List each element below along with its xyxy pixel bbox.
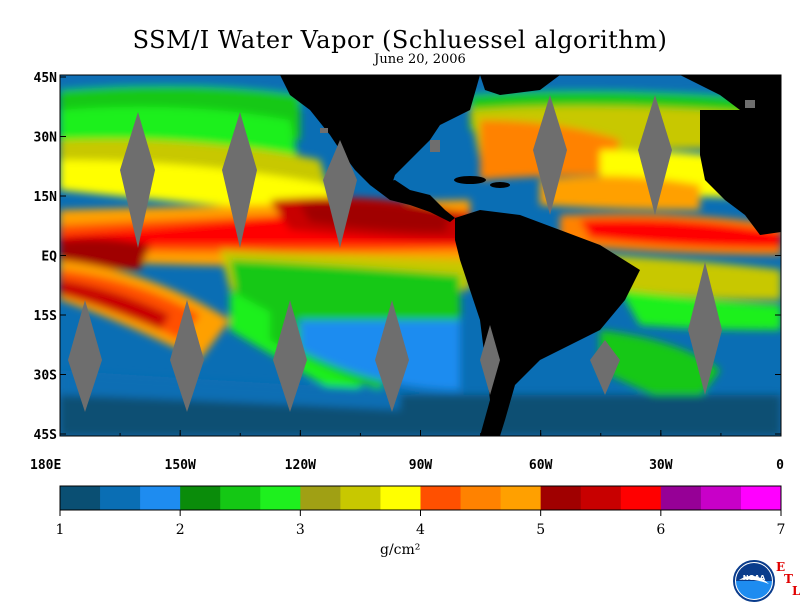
colorbar-tick-label: 5 [536, 522, 545, 538]
latitude-axis: 45N 30N 15N EQ 15S 30S 45S [34, 71, 781, 443]
colorbar-tick-label: 6 [656, 522, 665, 538]
lat-label: 30S [34, 369, 58, 384]
colorbar-ticks: 1 2 3 4 5 6 7 [56, 510, 786, 538]
colorbar-tick-label: 7 [777, 522, 786, 538]
land-masses [280, 75, 781, 436]
colorbar-swatch [300, 486, 341, 510]
colorbar-swatch [660, 486, 702, 510]
etl-letter-t: T [784, 572, 793, 586]
water-vapor-field [60, 75, 781, 436]
colorbar-swatch [260, 486, 301, 510]
lat-label: 15S [34, 309, 58, 324]
colorbar-units: g/cm² [380, 542, 421, 558]
colorbar-swatch [60, 486, 101, 510]
longitude-axis: 180E 150W 120W 90W 60W 30W 0 [30, 430, 784, 473]
colorbar-swatch [100, 486, 141, 510]
colorbar [59, 485, 782, 511]
colorbar-tick-label: 3 [296, 522, 305, 538]
colorbar-swatch [460, 486, 502, 510]
lat-label: 15N [34, 190, 58, 205]
colorbar-swatch [340, 486, 381, 510]
colorbar-swatch [420, 486, 462, 510]
colorbar-swatch [700, 486, 742, 510]
lat-label: 30N [34, 131, 58, 146]
lon-label: 0 [776, 458, 784, 473]
colorbar-swatch [620, 486, 662, 510]
colorbar-tick-label: 2 [176, 522, 185, 538]
lon-label: 30W [649, 458, 673, 473]
orbit-gaps [68, 95, 755, 412]
lat-label: EQ [41, 250, 57, 265]
colorbar-swatch [220, 486, 261, 510]
colorbar-swatch [180, 486, 221, 510]
chart-subtitle: June 20, 2006 [374, 52, 466, 67]
chart-title: SSM/I Water Vapor (Schluessel algorithm) [132, 26, 668, 54]
colorbar-tick-label: 4 [416, 522, 425, 538]
noaa-logo-text: NOAA [743, 574, 766, 582]
colorbar-swatch [740, 486, 782, 510]
colorbar-swatch [540, 486, 582, 510]
etl-letter-e: E [776, 560, 786, 574]
colorbar-tick-label: 1 [56, 522, 65, 538]
lon-label: 90W [409, 458, 433, 473]
colorbar-swatch [380, 486, 421, 510]
colorbar-swatch [580, 486, 622, 510]
etl-letter-l: L [792, 584, 800, 598]
noaa-logo-icon: NOAA [733, 560, 775, 602]
lon-label: 60W [529, 458, 553, 473]
colorbar-swatch [500, 486, 542, 510]
lon-label: 180E [30, 458, 61, 473]
lon-label: 150W [165, 458, 196, 473]
lat-label: 45N [34, 71, 58, 86]
colorbar-swatch [140, 486, 181, 510]
lon-label: 120W [285, 458, 316, 473]
lat-label: 45S [34, 428, 58, 443]
